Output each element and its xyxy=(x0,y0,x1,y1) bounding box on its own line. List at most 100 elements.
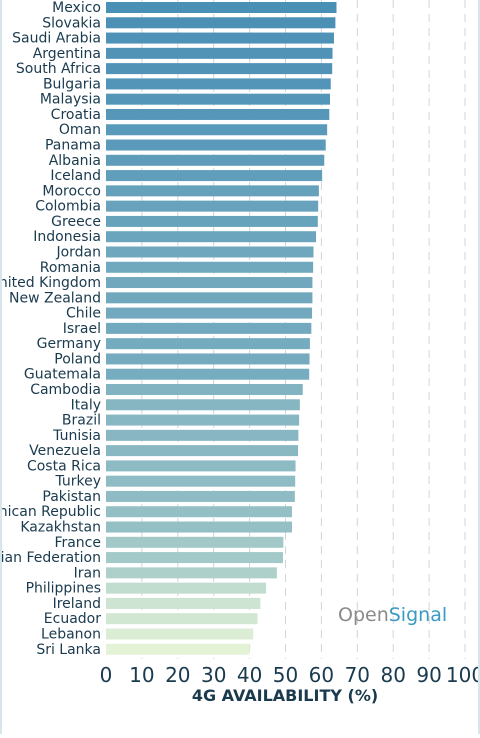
category-label: Turkey xyxy=(54,474,101,490)
bar xyxy=(106,17,336,29)
bar xyxy=(106,93,331,105)
bar xyxy=(106,475,296,487)
bar xyxy=(106,384,303,395)
bar xyxy=(106,139,326,151)
category-label: Colombia xyxy=(35,199,101,215)
bar xyxy=(106,2,337,13)
x-tick-label: 10 xyxy=(129,663,154,687)
category-label: Bulgaria xyxy=(43,76,101,92)
bar xyxy=(106,307,313,319)
category-label: Poland xyxy=(54,351,101,367)
bar xyxy=(106,246,314,258)
category-label: Jordan xyxy=(55,244,101,260)
category-label: Ecuador xyxy=(44,611,101,627)
bar xyxy=(106,414,300,426)
x-tick-label: 20 xyxy=(165,663,190,687)
category-label: France xyxy=(54,535,101,551)
bar xyxy=(106,124,328,136)
bar xyxy=(106,47,333,59)
x-tick-label: 50 xyxy=(273,663,298,687)
x-tick-layer: 0 10 20 30 40 50 60 70 80 90 100 xyxy=(100,663,480,687)
bar xyxy=(106,78,331,90)
bar xyxy=(106,368,310,380)
bar xyxy=(106,32,334,44)
bar xyxy=(106,429,299,441)
category-label: Malaysia xyxy=(40,92,101,108)
category-label: Morocco xyxy=(42,183,101,199)
bar xyxy=(106,63,333,75)
opensignal-watermark: OpenSignal xyxy=(338,604,447,626)
category-label: Ireland xyxy=(53,596,101,612)
bar xyxy=(106,170,323,182)
bar xyxy=(106,215,318,227)
bar xyxy=(106,536,284,548)
bar xyxy=(106,506,292,518)
bar xyxy=(106,490,295,502)
category-label: Venezuela xyxy=(29,443,101,459)
watermark-part-signal: Signal xyxy=(389,604,447,626)
bar xyxy=(106,613,258,625)
bar xyxy=(106,628,254,640)
category-label: Tunisia xyxy=(52,428,101,444)
category-label: Mexico xyxy=(52,0,101,16)
bar xyxy=(106,185,319,197)
category-label: Lebanon xyxy=(41,626,101,642)
category-label: Romania xyxy=(40,260,101,276)
category-label: Germany xyxy=(37,336,101,352)
category-label: Dominican Republic xyxy=(0,504,101,520)
category-label: Israel xyxy=(63,321,101,337)
bar xyxy=(106,353,310,365)
x-tick-label: 80 xyxy=(380,663,405,687)
category-label: Panama xyxy=(45,138,101,154)
category-label: Greece xyxy=(51,214,101,230)
bar xyxy=(106,582,267,594)
category-label: South Africa xyxy=(16,61,101,77)
category-label: Indonesia xyxy=(33,229,101,245)
bar xyxy=(106,231,317,243)
bar xyxy=(106,200,319,212)
category-label: Iran xyxy=(74,565,101,581)
bar xyxy=(106,261,314,273)
category-label: Slovakia xyxy=(42,15,101,31)
bar xyxy=(106,399,300,411)
bar xyxy=(106,154,325,166)
bar xyxy=(106,277,313,289)
category-label: Croatia xyxy=(51,107,101,123)
bar xyxy=(106,445,299,457)
category-label: Argentina xyxy=(33,46,101,62)
category-label: Saudi Arabia xyxy=(12,31,101,47)
category-label: Kazakhstan xyxy=(20,520,101,536)
x-tick-label: 60 xyxy=(309,663,334,687)
category-label: Costa Rica xyxy=(27,458,101,474)
category-label: United Kingdom xyxy=(0,275,101,291)
category-label: Brazil xyxy=(62,413,101,429)
category-label: Russian Federation xyxy=(0,550,101,566)
category-label: Guatemala xyxy=(24,367,101,383)
bar xyxy=(106,292,313,304)
bar xyxy=(106,460,296,472)
bar-layer xyxy=(106,2,337,655)
x-axis-label: 4G AVAILABILITY (%) xyxy=(192,686,378,705)
frame-left-line xyxy=(0,0,2,734)
x-tick-label: 70 xyxy=(345,663,370,687)
category-label: Iceland xyxy=(50,168,101,184)
category-label: Chile xyxy=(66,306,101,322)
x-tick-label: 0 xyxy=(100,663,113,687)
category-label: Philippines xyxy=(26,581,101,597)
category-label: Oman xyxy=(59,122,101,138)
category-label: Albania xyxy=(49,153,101,169)
bar xyxy=(106,552,283,564)
x-tick-label: 100 xyxy=(446,663,480,687)
bar xyxy=(106,108,330,120)
bar xyxy=(106,322,312,334)
x-tick-label: 30 xyxy=(201,663,226,687)
category-label: New Zealand xyxy=(9,290,101,306)
bar xyxy=(106,567,277,579)
bar xyxy=(106,521,292,533)
bar xyxy=(106,338,310,350)
x-tick-label: 90 xyxy=(416,663,441,687)
category-label: Sri Lanka xyxy=(36,642,101,658)
